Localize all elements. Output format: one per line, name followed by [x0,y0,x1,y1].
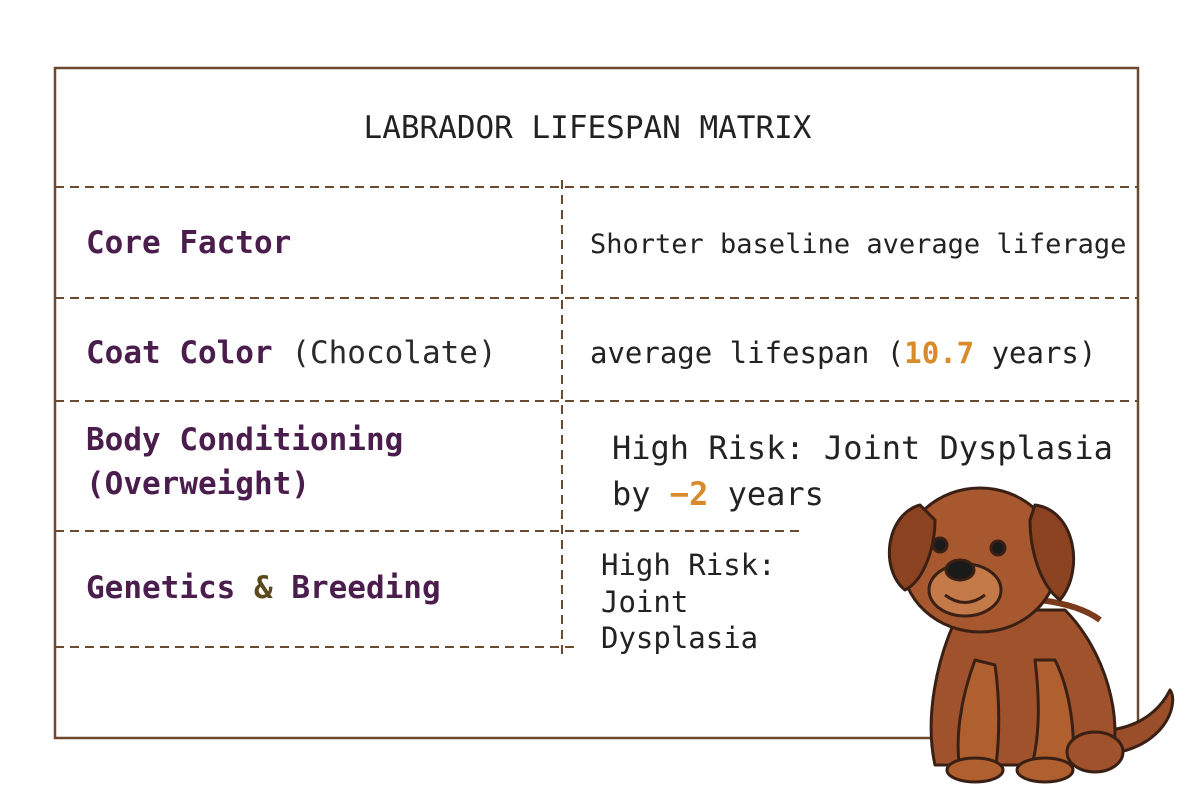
row-label: Body Conditioning [86,422,404,458]
row-label: Genetics & Breeding [86,573,441,604]
row-value: average lifespan (10.7 years) [590,339,1096,368]
value-part: years) [974,336,1097,370]
label-part: Breeding [272,570,441,606]
row-value: Dysplasia [601,621,759,655]
row-label: Core Factor [86,225,292,261]
value-part: average lifespan ( [590,336,905,370]
value-part: years [708,475,824,513]
row-value: by −2 years [612,478,824,510]
value-highlight: 10.7 [904,336,975,370]
value-part: by [612,475,670,513]
label-part: Coat Color [86,335,292,371]
row-value: Joint [601,585,689,619]
row-value: High Risk: Joint Dysplasia [612,429,1113,467]
row-value: High Risk: [601,548,776,582]
title: LABRADOR LIFESPAN MATRIX [363,110,812,146]
row-value: Shorter baseline average liferage [590,229,1127,260]
label-part: Genetics [86,570,254,606]
label-part: (Chocolate) [291,335,497,371]
value-highlight: −2 [669,475,709,513]
row-label: (Overweight) [86,466,310,502]
label-part: & [253,570,273,606]
row-label: Coat Color (Chocolate) [86,338,497,369]
